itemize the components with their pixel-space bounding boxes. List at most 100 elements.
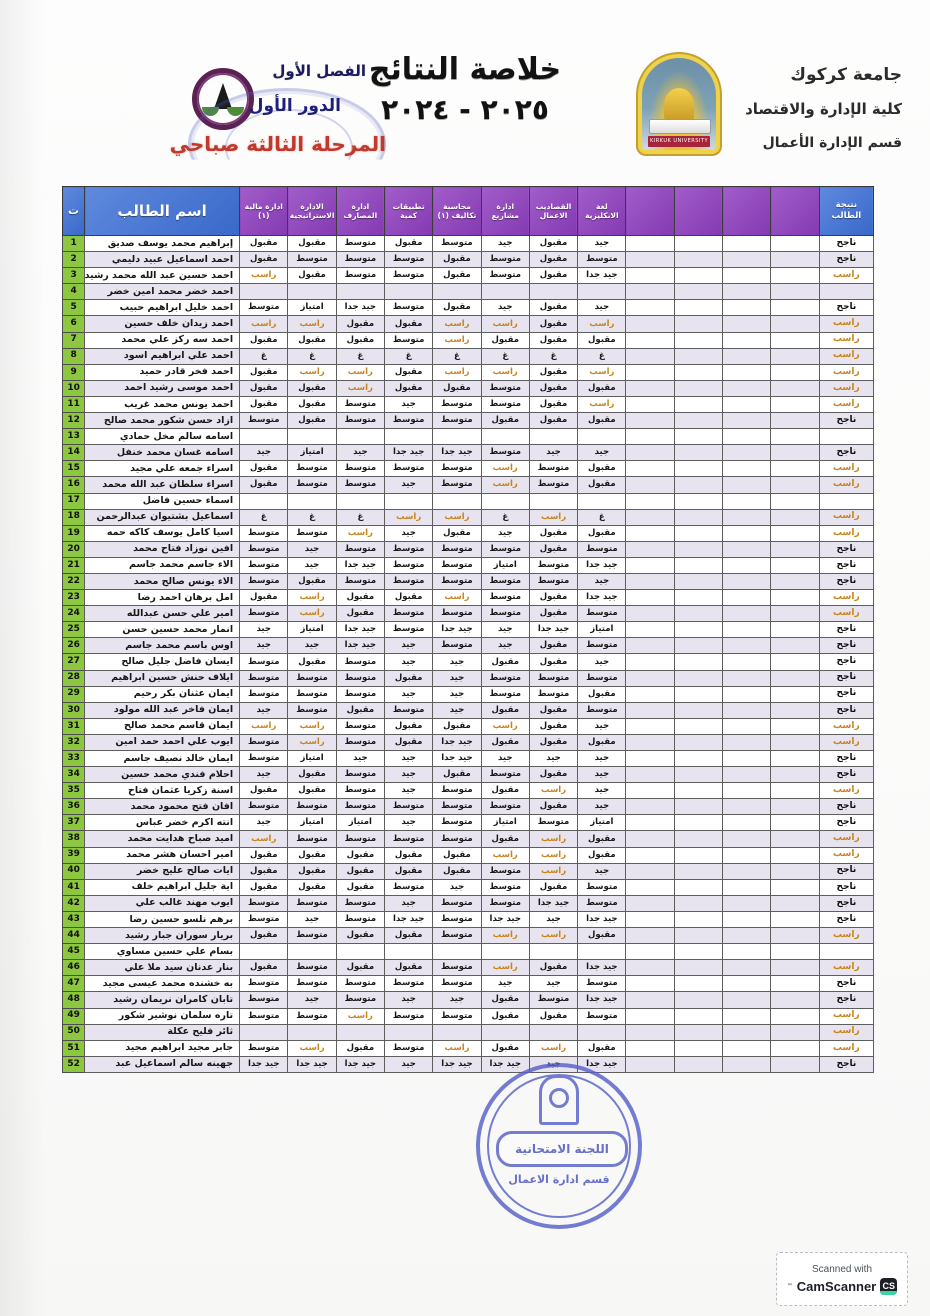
cell-grade: جيد [480,621,530,639]
cell-grade [770,943,820,961]
cell-grade [625,621,675,639]
cell-grade: جيد [528,444,579,462]
cell-grade: متوسط [383,556,434,574]
cell-student-name: امير احسان هشر محمد [84,846,241,864]
cell-result: ناجح [818,621,875,639]
cell-result: راسب [818,267,875,285]
cell-grade: جيد [577,653,627,671]
cell-grade [239,943,289,961]
cell-grade: متوسط [577,251,627,269]
cell-grade: جيد [287,556,337,574]
cell-grade [722,959,772,977]
cell-grade [625,460,675,478]
cell-grade: مقبول [239,251,289,269]
cell-grade: متوسط [528,476,579,494]
page-edge-shadow [0,0,46,1316]
cell-grade: امتياز [287,814,337,832]
semester-label: الفصل الأول [272,62,366,80]
cell-grade: راسب [528,830,579,848]
table-row: راسب جيد جدا مقبول متوسط مقبول متوسط متوسط مقبو… [61,267,875,285]
cell-grade: جيد جدا [335,637,386,655]
cell-grade: متوسط [335,798,386,816]
cell-grade: راسب [577,363,627,381]
cell-grade [383,428,434,446]
table-row: راسب مقبول مقبول مقبول راسب متوسط مقبول مقبول مق… [61,331,875,349]
cell-grade [673,540,724,558]
column-header-c4 [625,186,675,236]
cell-sequence-number: 48 [61,991,86,1009]
cell-sequence-number: 42 [61,894,86,912]
cell-grade [335,492,386,510]
cell-grade: مقبول [335,315,386,333]
cell-result: راسب [818,331,875,349]
cell-grade: جيد [287,637,337,655]
cell-grade: متوسط [287,524,337,542]
cell-grade: مقبول [287,412,337,430]
cell-sequence-number: 28 [61,669,86,687]
cell-grade [625,975,675,993]
cell-grade [625,1023,675,1041]
cell-student-name: اميد صباح هدايت محمد [84,830,241,848]
cell-grade [625,846,675,864]
table-row: راسب جيد جدا مقبول متوسط راسب مقبول مقبول راسب م… [61,589,875,607]
cell-grade [625,991,675,1009]
cell-grade: متوسط [335,910,386,929]
cell-grade [673,299,724,317]
cell-sequence-number: 49 [61,1007,86,1025]
cell-grade: مقبول [239,460,289,478]
cell-result: راسب [818,395,875,414]
cell-student-name: بنار عدنان سيد ملا علي [84,959,241,977]
cell-grade: جيد [528,1055,579,1073]
cell-grade [287,1023,337,1041]
cell-grade: راسب [577,315,627,333]
cell-grade [673,927,724,945]
table-row: راسب مقبول راسب مقبول متوسط متوسط متوسط متوسط را… [61,830,875,848]
cell-grade [770,363,820,381]
cell-grade: مقبول [528,733,579,752]
cell-grade: جيد [239,444,289,462]
cell-sequence-number: 9 [61,363,86,381]
cell-grade: مقبول [335,846,386,864]
table-row: ناجح متوسط جيد جدا متوسط متوسط جيد متوسط متوسط م… [61,894,875,912]
cell-grade [625,669,675,687]
table-row: ناجح امتياز جيد جدا جيد جيد جدا متوسط جيد جدا ا… [61,621,875,639]
cell-grade [335,1023,386,1041]
university-logo-icon: KIRKUK UNIVERSITY [642,58,716,150]
cell-grade: جيد [432,669,482,687]
cell-grade: مقبول [480,1039,530,1057]
cell-student-name: اسنة زكريا عثمان فتاح [84,782,241,800]
table-row: اسماء حسين فاضل 17 [61,492,875,510]
cell-grade: جيد [480,975,530,993]
cell-student-name: امل برهان احمد رضا [84,589,241,607]
cell-grade: متوسط [239,540,289,558]
cell-result: راسب [818,1023,875,1041]
cell-grade: جيد جدا [432,1055,482,1073]
cell-result [818,283,875,301]
cell-grade [625,379,675,397]
cell-grade: مقبول [335,589,386,607]
cell-grade [625,878,675,896]
cell-grade: راسب [335,1007,386,1025]
cell-student-name: احمد فخر قادر حميد [84,363,241,381]
cell-sequence-number: 11 [61,395,86,414]
cell-grade [722,234,772,253]
cell-grade: جيد [432,653,482,671]
table-row: ناجح جيد مقبول جيد مقبول متوسط جيد جدا امتياز مت… [61,299,875,317]
cell-grade: مقبول [239,927,289,945]
cell-grade: مقبول [239,846,289,864]
cell-sequence-number: 17 [61,492,86,510]
cell-grade: راسب [528,846,579,864]
cell-grade: مقبول [287,572,337,591]
cell-grade: راسب [287,733,337,752]
cell-grade [625,605,675,623]
cell-grade: متوسط [239,412,289,430]
cell-result: ناجح [818,975,875,993]
cell-grade [673,749,724,768]
cell-grade [625,910,675,929]
table-row: ناجح جيد جدا متوسط امتياز متوسط متوسط جيد جدا ج… [61,556,875,574]
cell-grade: مقبول [432,862,482,880]
cell-grade: جيد [432,701,482,719]
cell-grade: متوسط [577,605,627,623]
table-row: ناجح جيد مقبول متوسط متوسط متوسط متوسط متوسط متو… [61,798,875,816]
table-row: راسب راسب مقبول راسب راسب مقبول مقبول راسب راسب ا… [61,315,875,333]
